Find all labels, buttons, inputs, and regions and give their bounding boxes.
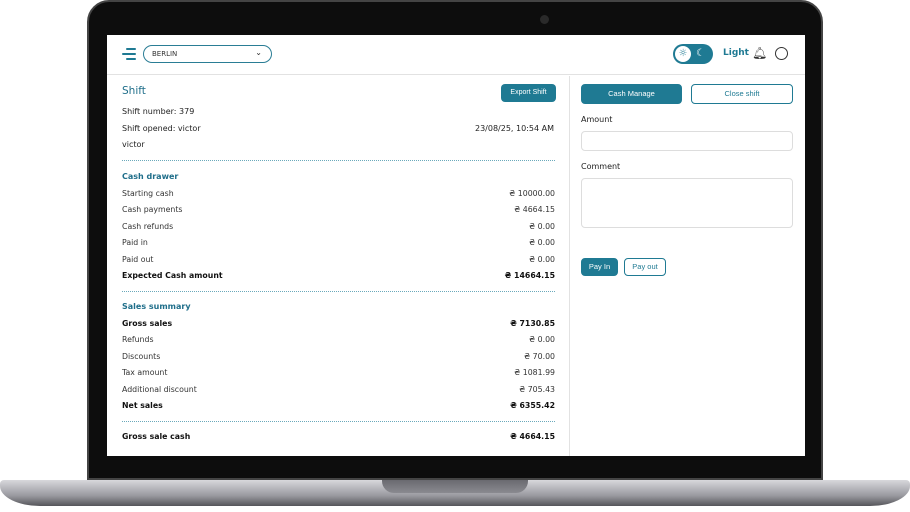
close-shift-button[interactable]: Close shift <box>691 84 793 104</box>
laptop-notch <box>382 480 528 493</box>
row-label: Net sales <box>122 401 163 410</box>
camera <box>540 15 549 24</box>
row-value: ₴ 4664.15 <box>510 432 555 441</box>
cash-drawer-title: Cash drawer <box>122 172 179 181</box>
theme-toggle[interactable]: ☼ ☾ <box>673 44 713 64</box>
chevron-down-icon: ⌄ <box>255 48 262 57</box>
summary-row: Additional discount ₴ 705.43 <box>122 385 555 394</box>
amount-label: Amount <box>581 115 613 124</box>
row-value: ₴ 4664.15 <box>514 205 555 215</box>
summary-row: Gross sales ₴ 7130.85 <box>122 319 555 328</box>
row-label: Paid out <box>122 254 154 264</box>
row-value: ₴ 14664.15 <box>504 271 555 280</box>
divider <box>122 160 555 161</box>
export-shift-button[interactable]: Export Shift <box>501 84 556 102</box>
top-bar: BERLIN ⌄ ☼ ☾ Light 🔔︎ <box>107 35 805 75</box>
row-value: ₴ 1081.99 <box>514 368 555 378</box>
comment-label: Comment <box>581 162 621 171</box>
summary-row: Cash refunds ₴ 0.00 <box>122 222 555 231</box>
summary-row: Refunds ₴ 0.00 <box>122 335 555 344</box>
row-label: Tax amount <box>122 368 168 378</box>
amount-input[interactable] <box>581 131 793 151</box>
summary-row: Paid in ₴ 0.00 <box>122 238 555 247</box>
summary-row: Expected Cash amount ₴ 14664.15 <box>122 271 555 280</box>
summary-row: Discounts ₴ 70.00 <box>122 352 555 361</box>
page-title: Shift <box>122 85 146 97</box>
divider <box>122 421 555 422</box>
row-value: ₴ 6355.42 <box>510 401 555 410</box>
theme-label: Light <box>723 48 749 58</box>
summary-row: Paid out ₴ 0.00 <box>122 255 555 264</box>
row-value: ₴ 0.00 <box>529 335 555 345</box>
row-label: Cash payments <box>122 205 183 215</box>
row-label: Refunds <box>122 335 154 345</box>
divider <box>122 291 555 292</box>
shift-number: Shift number: 379 <box>122 107 195 116</box>
cash-manage-panel: Cash Manage Close shift Amount Comment P… <box>571 76 805 456</box>
shift-opened: Shift opened: victor <box>122 124 201 133</box>
pay-in-button[interactable]: Pay In <box>581 258 618 276</box>
sun-icon: ☼ <box>675 46 691 62</box>
gross-sale-cash-row: Gross sale cash ₴ 4664.15 <box>122 432 555 441</box>
row-value: ₴ 0.00 <box>529 221 555 231</box>
row-label: Starting cash <box>122 189 174 198</box>
row-label: Gross sales <box>122 319 173 328</box>
row-label: Additional discount <box>122 384 197 394</box>
row-value: ₴ 7130.85 <box>510 319 555 328</box>
location-value: BERLIN <box>152 50 178 58</box>
row-value: ₴ 705.43 <box>519 384 555 394</box>
shift-user: victor <box>122 140 145 149</box>
summary-row: Tax amount ₴ 1081.99 <box>122 368 555 377</box>
cash-manage-tab[interactable]: Cash Manage <box>581 84 682 104</box>
row-label: Discounts <box>122 351 161 361</box>
bell-icon[interactable]: 🔔︎ <box>752 46 768 60</box>
comment-input[interactable] <box>581 178 793 228</box>
location-select[interactable]: BERLIN ⌄ <box>143 45 272 63</box>
summary-row: Net sales ₴ 6355.42 <box>122 401 555 410</box>
row-value: ₴ 70.00 <box>524 351 555 361</box>
menu-icon[interactable] <box>122 48 136 60</box>
summary-row: Cash payments ₴ 4664.15 <box>122 205 555 214</box>
pay-out-button[interactable]: Pay out <box>624 258 666 276</box>
sales-summary-title: Sales summary <box>122 302 191 311</box>
row-label: Expected Cash amount <box>122 271 223 280</box>
moon-icon: ☾ <box>696 48 705 59</box>
user-icon[interactable] <box>775 47 788 60</box>
row-label: Gross sale cash <box>122 432 191 441</box>
screen: BERLIN ⌄ ☼ ☾ Light 🔔︎ Shift Export Shift S… <box>107 35 805 456</box>
shift-opened-at: 23/08/25, 10:54 AM <box>475 124 554 133</box>
shift-panel: Shift Export Shift Shift number: 379 Shi… <box>107 76 570 456</box>
row-label: Cash refunds <box>122 221 174 231</box>
row-value: ₴ 0.00 <box>529 238 555 248</box>
row-value: ₴ 0.00 <box>529 254 555 264</box>
row-label: Paid in <box>122 238 148 248</box>
row-value: ₴ 10000.00 <box>509 189 555 198</box>
summary-row: Starting cash ₴ 10000.00 <box>122 189 555 198</box>
